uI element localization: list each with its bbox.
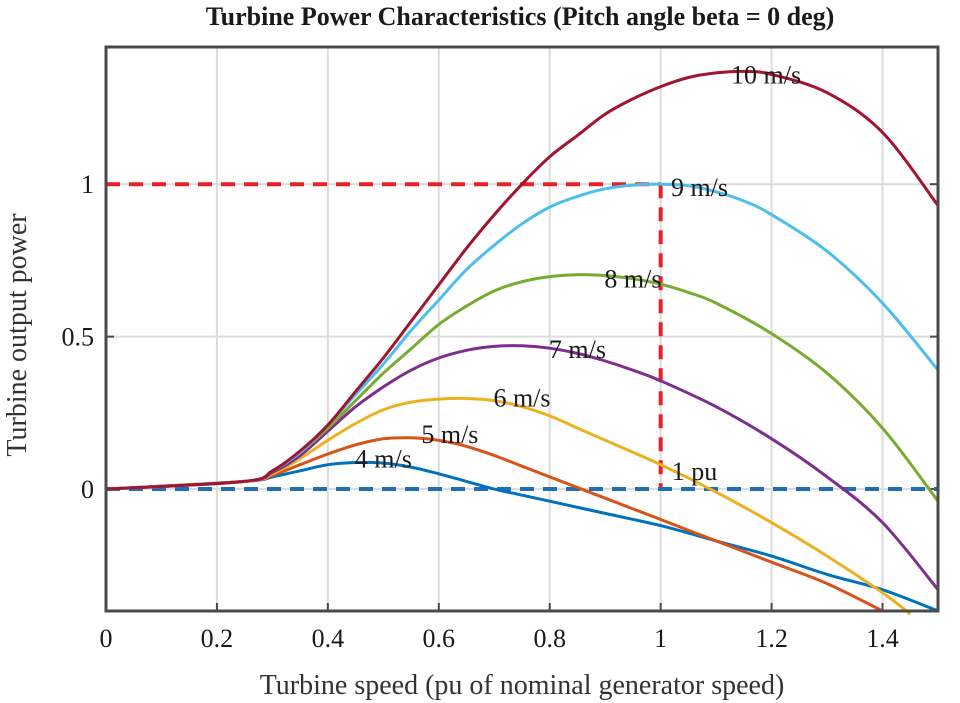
chart-title: Turbine Power Characteristics (Pitch ang… [206,2,835,31]
series-label: 9 m/s [671,173,728,202]
annotation-label: 1 pu [672,457,718,486]
series-label: 4 m/s [355,445,412,474]
series-label: 5 m/s [421,420,478,449]
x-axis-label: Turbine speed (pu of nominal generator s… [260,670,785,701]
x-tick-label: 0.4 [312,624,345,653]
series-line-7-m-s [105,344,940,591]
y-tick-label: 1 [81,170,94,199]
tick-labels: 0 0.2 0.4 0.6 0.8 1 1.2 1.4 0 0.5 1 [62,170,938,653]
reference-lines [106,182,938,492]
x-tick-label: 0 [100,624,113,653]
y-tick-label: 0.5 [62,323,95,352]
series-line-5-m-s [105,436,884,613]
series-labels: 4 m/s 5 m/s 6 m/s 7 m/s 8 m/s 9 m/s 10 m/s 1 pu [355,60,801,485]
series-label: 8 m/s [604,265,661,294]
series-label: 7 m/s [549,335,606,364]
series-lines [105,69,940,616]
plot-frame [104,45,940,613]
series-line-4-m-s [105,460,939,613]
series-line-10-m-s [105,69,940,491]
series-label: 10 m/s [731,60,801,89]
series-label: 6 m/s [493,384,550,413]
y-axis-label: Turbine output power [2,213,33,457]
x-tick-label: 0.2 [201,624,234,653]
x-tick-label: 0.6 [423,624,456,653]
x-tick-label: 0.8 [533,624,566,653]
plot-area [106,47,938,611]
series-line-6-m-s [105,396,912,616]
x-tick-label: 1 [654,624,667,653]
y-tick-label: 0 [81,475,94,504]
x-tick-label: 1.4 [866,624,899,653]
x-tick-label: 1.2 [755,624,788,653]
